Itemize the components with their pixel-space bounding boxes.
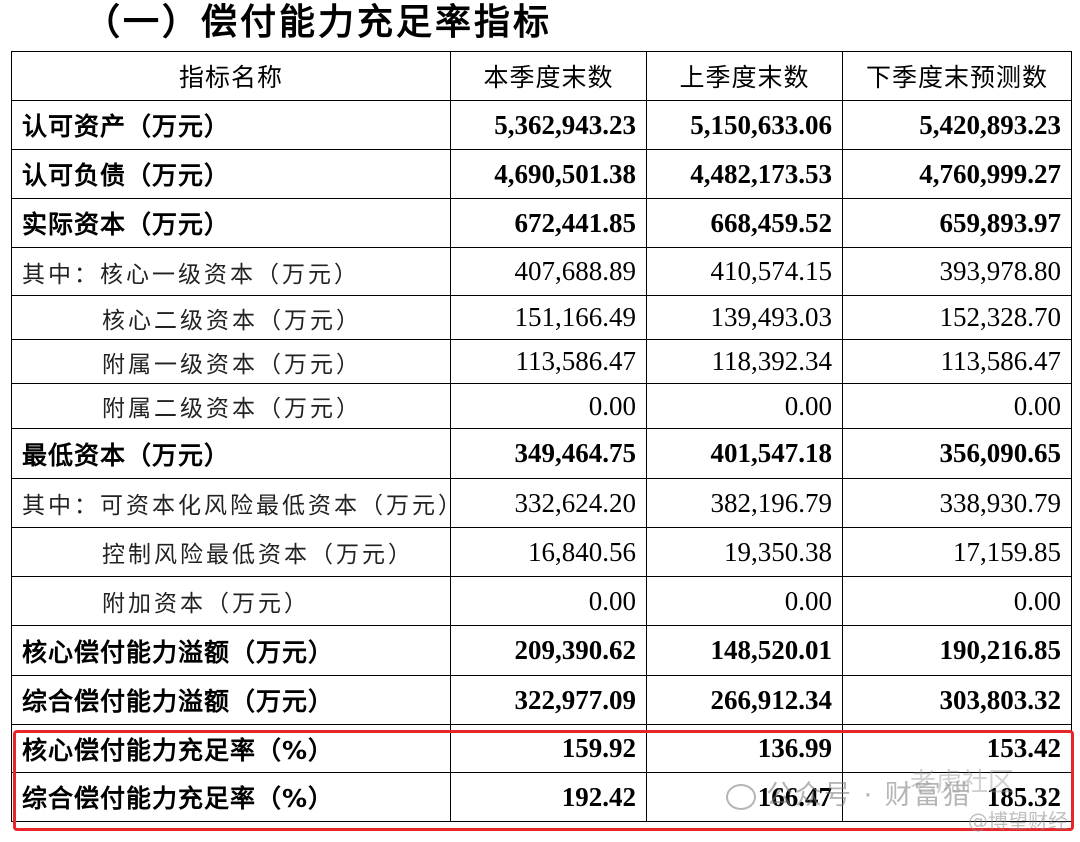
value-forecast: 393,978.80 bbox=[842, 247, 1072, 296]
header-indicator-name: 指标名称 bbox=[11, 51, 451, 101]
value-current: 209,390.62 bbox=[450, 625, 647, 676]
row-label: 附属一级资本（万元） bbox=[11, 339, 451, 384]
row-label: 实际资本（万元） bbox=[11, 198, 451, 248]
value-current: 407,688.89 bbox=[450, 247, 647, 296]
table-row: 控制风险最低资本（万元） 16,840.56 19,350.38 17,159.… bbox=[11, 527, 1072, 577]
table-row: 核心偿付能力充足率（%） 159.92 136.99 153.42 bbox=[11, 724, 1072, 773]
value-forecast: 185.32 bbox=[842, 772, 1072, 822]
value-forecast: 113,586.47 bbox=[842, 339, 1072, 384]
value-forecast: 153.42 bbox=[842, 724, 1072, 773]
row-label: 综合偿付能力充足率（%） bbox=[11, 772, 451, 822]
table-row: 其中：可资本化风险最低资本（万元） 332,624.20 382,196.79 … bbox=[11, 478, 1072, 528]
value-previous: 166.47 bbox=[646, 772, 843, 822]
value-current: 4,690,501.38 bbox=[450, 149, 647, 199]
value-previous: 266,912.34 bbox=[646, 675, 843, 725]
value-previous: 0.00 bbox=[646, 576, 843, 626]
row-label: 附属二级资本（万元） bbox=[11, 383, 451, 429]
value-current: 332,624.20 bbox=[450, 478, 647, 528]
value-previous: 382,196.79 bbox=[646, 478, 843, 528]
table-row: 综合偿付能力充足率（%） 192.42 166.47 185.32 bbox=[11, 772, 1072, 822]
row-label: 综合偿付能力溢额（万元） bbox=[11, 675, 451, 725]
row-label: 控制风险最低资本（万元） bbox=[11, 527, 451, 577]
value-current: 349,464.75 bbox=[450, 428, 647, 479]
table-row: 附属二级资本（万元） 0.00 0.00 0.00 bbox=[11, 383, 1072, 429]
value-previous: 0.00 bbox=[646, 383, 843, 429]
value-current: 5,362,943.23 bbox=[450, 100, 647, 150]
value-current: 159.92 bbox=[450, 724, 647, 773]
row-label: 附加资本（万元） bbox=[11, 576, 451, 626]
table-header-row: 指标名称 本季度末数 上季度末数 下季度末预测数 bbox=[11, 51, 1072, 101]
value-current: 151,166.49 bbox=[450, 295, 647, 340]
header-next-quarter-forecast: 下季度末预测数 bbox=[842, 51, 1072, 101]
value-forecast: 4,760,999.27 bbox=[842, 149, 1072, 199]
value-forecast: 659,893.97 bbox=[842, 198, 1072, 248]
value-previous: 4,482,173.53 bbox=[646, 149, 843, 199]
value-previous: 19,350.38 bbox=[646, 527, 843, 577]
table-row: 附属一级资本（万元） 113,586.47 118,392.34 113,586… bbox=[11, 339, 1072, 384]
value-current: 113,586.47 bbox=[450, 339, 647, 384]
header-current-quarter: 本季度末数 bbox=[450, 51, 647, 101]
row-label: 其中：核心一级资本（万元） bbox=[11, 247, 451, 296]
value-previous: 148,520.01 bbox=[646, 625, 843, 676]
row-label: 认可资产（万元） bbox=[11, 100, 451, 150]
row-label: 其中：可资本化风险最低资本（万元） bbox=[11, 478, 451, 528]
value-forecast: 338,930.79 bbox=[842, 478, 1072, 528]
row-label: 核心二级资本（万元） bbox=[11, 295, 451, 340]
table-row: 最低资本（万元） 349,464.75 401,547.18 356,090.6… bbox=[11, 428, 1072, 479]
table-row: 核心偿付能力溢额（万元） 209,390.62 148,520.01 190,2… bbox=[11, 625, 1072, 676]
table-row: 认可资产（万元） 5,362,943.23 5,150,633.06 5,420… bbox=[11, 100, 1072, 150]
value-forecast: 17,159.85 bbox=[842, 527, 1072, 577]
row-label: 认可负债（万元） bbox=[11, 149, 451, 199]
value-current: 0.00 bbox=[450, 576, 647, 626]
row-label: 最低资本（万元） bbox=[11, 428, 451, 479]
value-current: 192.42 bbox=[450, 772, 647, 822]
value-current: 322,977.09 bbox=[450, 675, 647, 725]
row-label: 核心偿付能力充足率（%） bbox=[11, 724, 451, 773]
table-row: 其中：核心一级资本（万元） 407,688.89 410,574.15 393,… bbox=[11, 247, 1072, 296]
value-forecast: 190,216.85 bbox=[842, 625, 1072, 676]
value-current: 16,840.56 bbox=[450, 527, 647, 577]
value-forecast: 303,803.32 bbox=[842, 675, 1072, 725]
value-previous: 401,547.18 bbox=[646, 428, 843, 479]
value-forecast: 0.00 bbox=[842, 383, 1072, 429]
value-current: 672,441.85 bbox=[450, 198, 647, 248]
row-label: 核心偿付能力溢额（万元） bbox=[11, 625, 451, 676]
value-forecast: 356,090.65 bbox=[842, 428, 1072, 479]
value-previous: 118,392.34 bbox=[646, 339, 843, 384]
value-previous: 5,150,633.06 bbox=[646, 100, 843, 150]
section-title: （一）偿付能力充足率指标 bbox=[84, 2, 553, 43]
value-previous: 136.99 bbox=[646, 724, 843, 773]
value-forecast: 0.00 bbox=[842, 576, 1072, 626]
header-previous-quarter: 上季度末数 bbox=[646, 51, 843, 101]
value-previous: 139,493.03 bbox=[646, 295, 843, 340]
value-forecast: 152,328.70 bbox=[842, 295, 1072, 340]
table-row: 综合偿付能力溢额（万元） 322,977.09 266,912.34 303,8… bbox=[11, 675, 1072, 725]
value-forecast: 5,420,893.23 bbox=[842, 100, 1072, 150]
value-current: 0.00 bbox=[450, 383, 647, 429]
value-previous: 410,574.15 bbox=[646, 247, 843, 296]
solvency-table: 指标名称 本季度末数 上季度末数 下季度末预测数 认可资产（万元） 5,362,… bbox=[11, 51, 1072, 822]
table-row: 认可负债（万元） 4,690,501.38 4,482,173.53 4,760… bbox=[11, 149, 1072, 199]
table-row: 实际资本（万元） 672,441.85 668,459.52 659,893.9… bbox=[11, 198, 1072, 248]
table-row: 核心二级资本（万元） 151,166.49 139,493.03 152,328… bbox=[11, 295, 1072, 340]
table-row: 附加资本（万元） 0.00 0.00 0.00 bbox=[11, 576, 1072, 626]
value-previous: 668,459.52 bbox=[646, 198, 843, 248]
